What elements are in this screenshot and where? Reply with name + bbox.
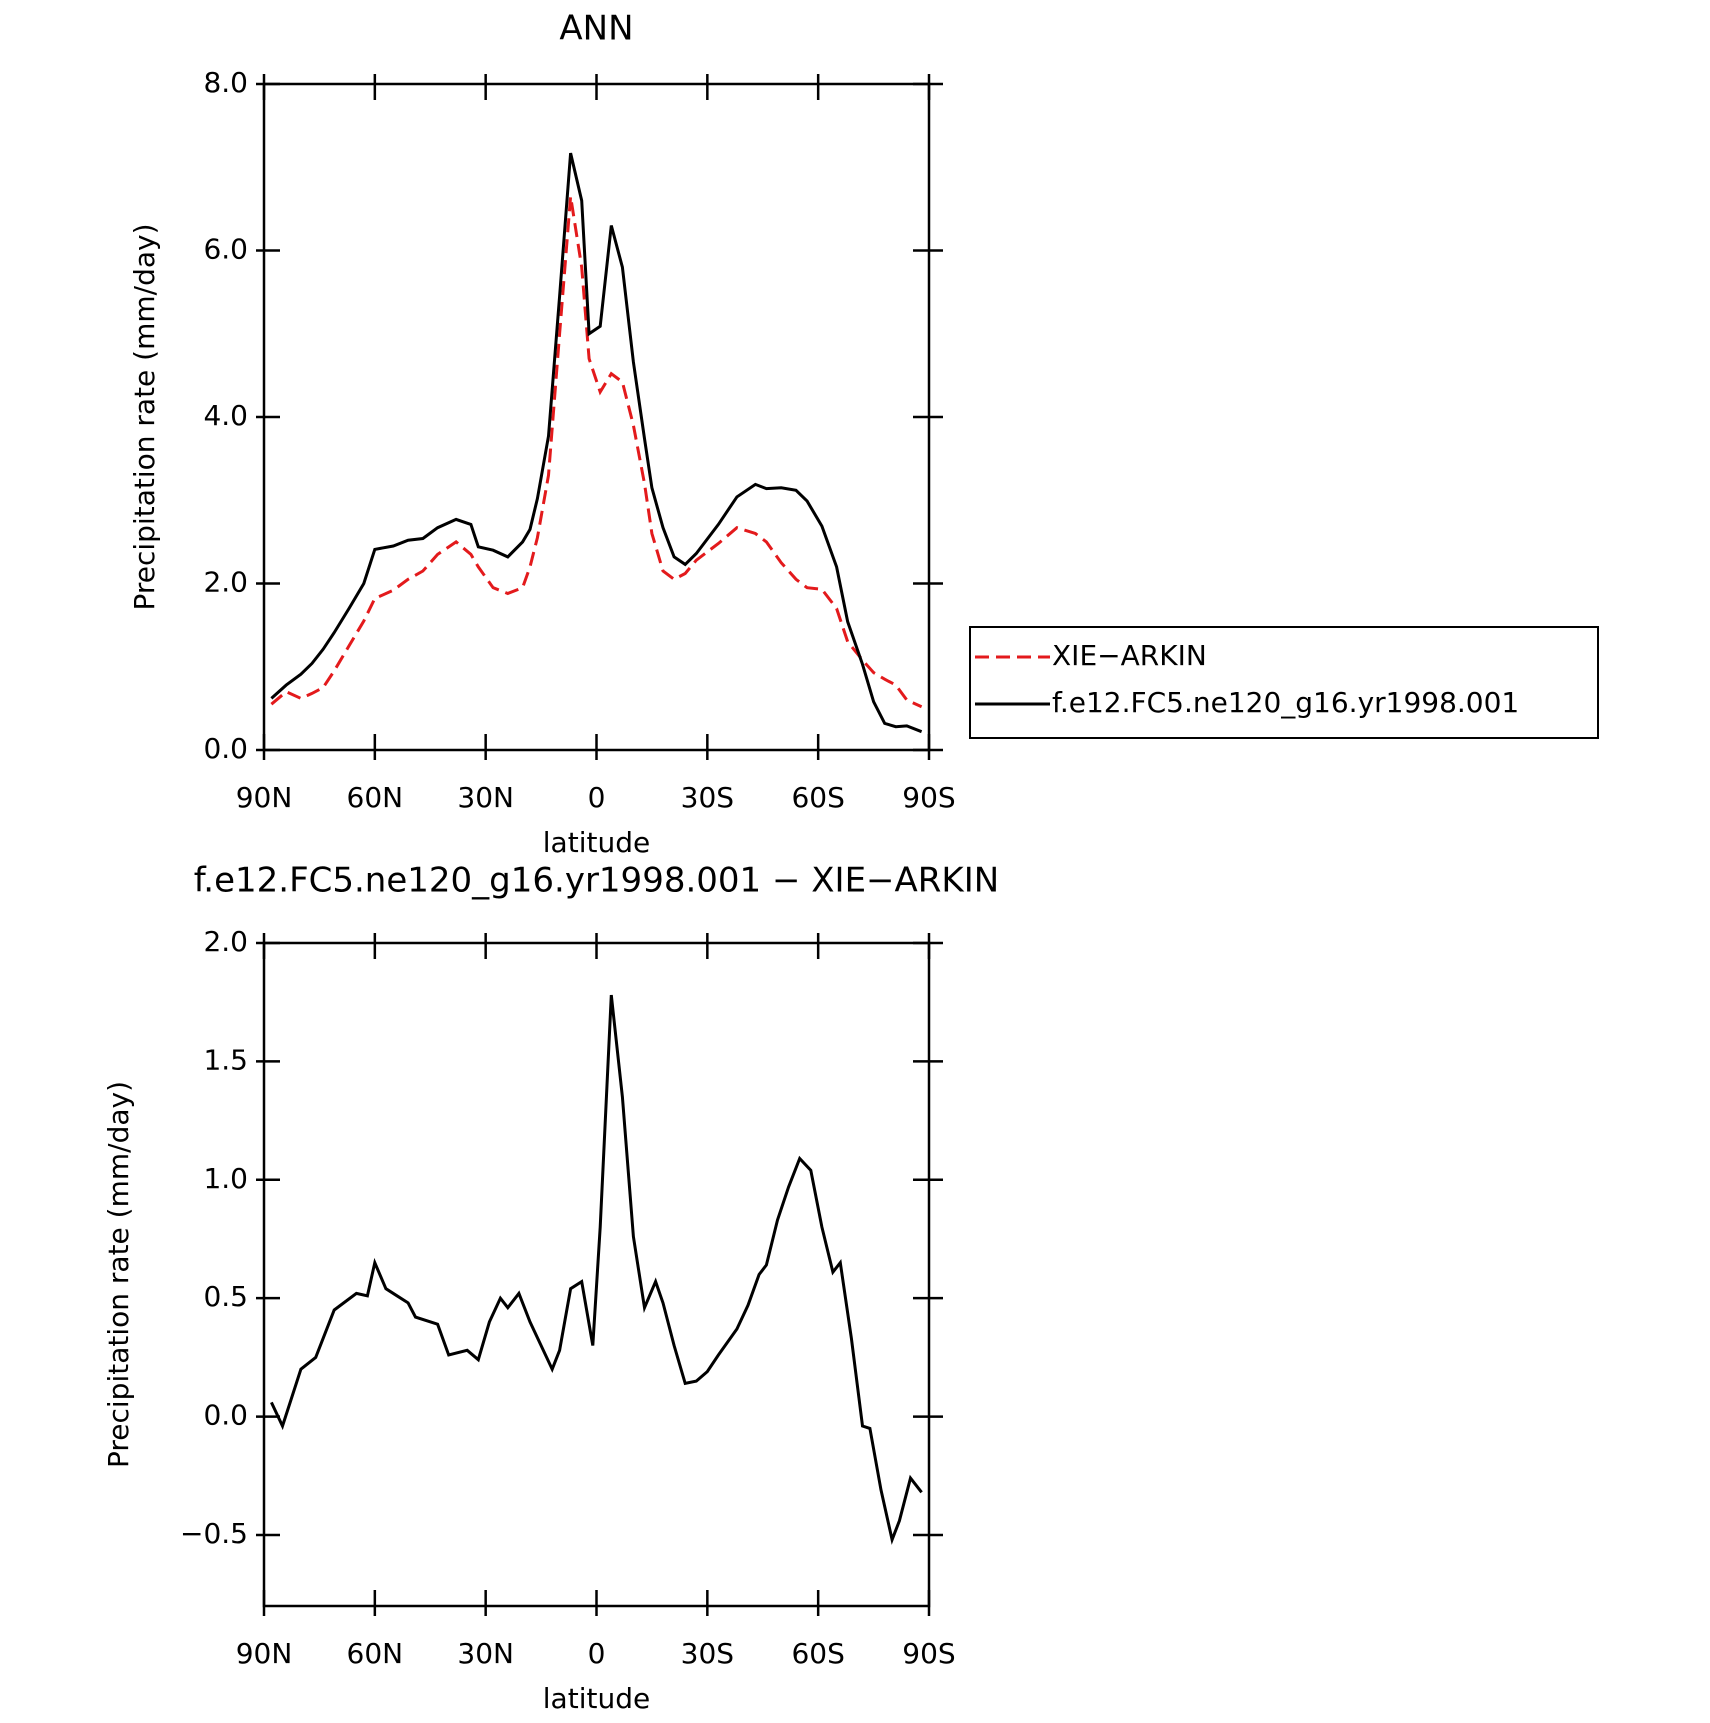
y-tick-label: 4.0 — [203, 399, 248, 432]
y-tick-label: 2.0 — [203, 566, 248, 599]
x-axis-label: latitude — [543, 826, 650, 859]
x-tick-label: 60N — [347, 1637, 404, 1670]
x-tick-label: 30N — [457, 781, 514, 814]
data-line — [270, 196, 923, 709]
x-tick-label: 0 — [588, 1637, 606, 1670]
x-tick-label: 30N — [457, 1637, 514, 1670]
x-tick-label: 30S — [681, 1637, 734, 1670]
y-tick-label: 2.0 — [203, 925, 248, 958]
y-tick-label: 6.0 — [203, 233, 248, 266]
legend-label: f.e12.FC5.ne120_g16.yr1998.001 — [1052, 686, 1519, 719]
x-tick-label: 60S — [791, 781, 844, 814]
x-tick-label: 0 — [588, 781, 606, 814]
y-tick-label: 0.0 — [203, 732, 248, 765]
y-tick-label: 0.0 — [203, 1399, 248, 1432]
y-tick-label: 1.0 — [203, 1162, 248, 1195]
plot-frame — [262, 82, 931, 752]
x-axis-label: latitude — [543, 1682, 650, 1715]
y-tick-label: 8.0 — [203, 66, 248, 99]
data-line — [270, 152, 923, 734]
y-tick-label: 1.5 — [203, 1043, 248, 1076]
x-tick-label: 60N — [347, 781, 404, 814]
data-line — [270, 994, 923, 1545]
chart-title: f.e12.FC5.ne120_g16.yr1998.001 − XIE−ARK… — [194, 861, 999, 901]
y-tick-label: 0.5 — [203, 1280, 248, 1313]
y-tick-label: −0.5 — [180, 1517, 248, 1550]
y-axis-label: Precipitation rate (mm/day) — [128, 223, 161, 610]
y-axis-label: Precipitation rate (mm/day) — [102, 1081, 135, 1468]
x-tick-label: 90N — [236, 1637, 293, 1670]
x-tick-label: 90S — [902, 1637, 955, 1670]
chart-title: ANN — [559, 9, 633, 49]
x-tick-label: 90S — [902, 781, 955, 814]
x-tick-label: 30S — [681, 781, 734, 814]
x-tick-label: 90N — [236, 781, 293, 814]
x-tick-label: 60S — [791, 1637, 844, 1670]
legend-box — [969, 626, 1599, 739]
plot-frame — [262, 941, 931, 1608]
legend-label: XIE−ARKIN — [1052, 639, 1207, 672]
